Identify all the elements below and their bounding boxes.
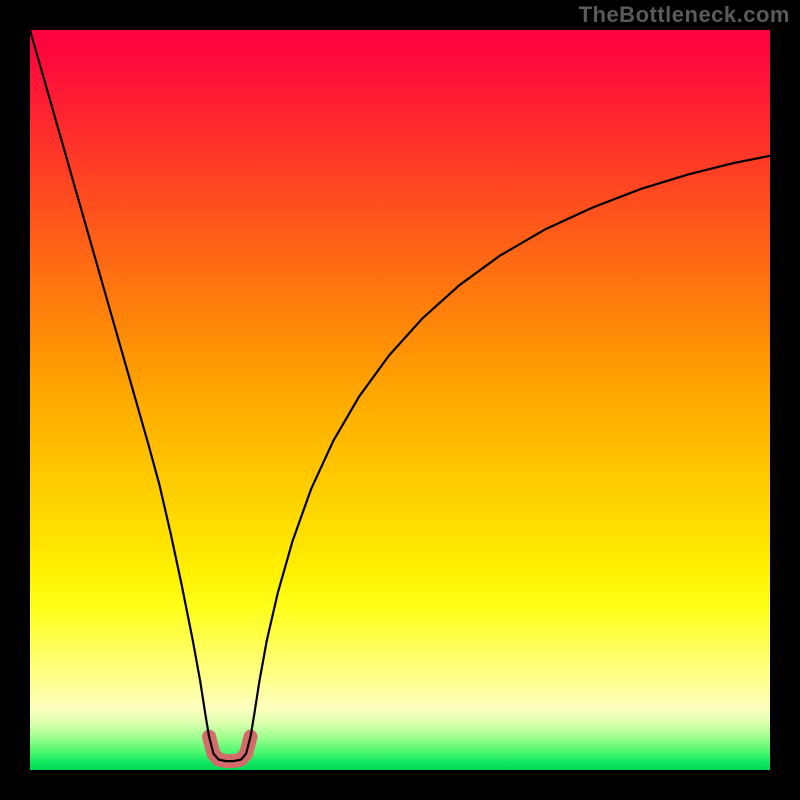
watermark-text: TheBottleneck.com <box>579 2 790 28</box>
chart-stage: TheBottleneck.com <box>0 0 800 800</box>
plot-background <box>30 30 770 770</box>
bottleneck-chart <box>0 0 800 800</box>
